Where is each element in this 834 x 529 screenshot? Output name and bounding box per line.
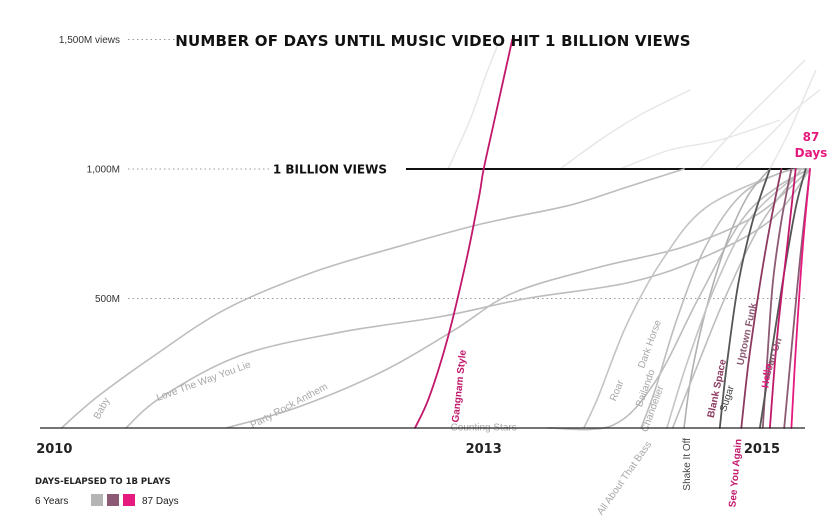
legend-end-label: 87 Days [142, 496, 179, 507]
series-lines [60, 38, 811, 431]
series-line-dark-horse [640, 168, 811, 429]
callout-value: 87 [803, 130, 820, 144]
legend-swatch-1 [107, 494, 119, 506]
legend-title: DAYS-ELAPSED TO 1B PLAYS [35, 477, 171, 487]
x-tick-label: 2015 [744, 442, 780, 457]
faded-line-0 [447, 39, 501, 170]
faded-line-5 [559, 89, 691, 170]
legend-start-label: 6 Years [35, 496, 68, 507]
series-label-dark-horse: Dark Horse [636, 318, 664, 370]
y-tick-label: 1,000M [87, 165, 120, 176]
series-label-party-rock-anthem: Party Rock Anthem [249, 381, 330, 431]
series-line-baby [60, 168, 685, 429]
y-tick-label: 500M [95, 294, 120, 305]
series-label-love-the-way-you-lie: Love The Way You Lie [155, 359, 253, 404]
series-label-roar: Roar [608, 378, 627, 403]
series-line-all-about-that-bass [683, 168, 771, 429]
chart-title: NUMBER OF DAYS UNTIL MUSIC VIDEO HIT 1 B… [175, 32, 690, 50]
one-billion-threshold: 1 BILLION VIEWS [273, 163, 805, 177]
legend-swatch-0 [91, 494, 103, 506]
series-label-see-you-again: See You Again [727, 438, 744, 507]
series-line-party-rock-anthem [225, 168, 811, 429]
series-label-gangnam-style: Gangnam Style [450, 349, 469, 423]
x-tick-label: 2010 [36, 442, 72, 457]
y-gridlines: 1,500M views 1,000M 500M [59, 35, 805, 305]
series-label-baby: Baby [92, 396, 112, 421]
series-line-see-you-again [769, 168, 797, 429]
y-tick-label: 1,500M views [59, 35, 120, 46]
days-callout: 87 Days [795, 130, 828, 160]
series-label-all-about-that-bass: All About That Bass [595, 440, 654, 518]
faded-line-3 [769, 69, 817, 170]
callout-unit: Days [795, 146, 828, 160]
series-line-hello [790, 168, 811, 429]
series-label-shake-it-off: Shake It Off [682, 438, 693, 491]
faded-line-4 [619, 119, 781, 170]
series-line-love-the-way-you-lie [125, 168, 811, 429]
series-line-blank-space [740, 168, 783, 429]
x-axis: 2010 2013 2015 [36, 427, 805, 457]
series-line-bailando [666, 168, 811, 429]
x-tick-label: 2013 [466, 442, 502, 457]
series-label-uptown-funk: Uptown Funk [735, 302, 759, 367]
legend-swatch-2 [123, 494, 135, 506]
faded-overshoot-lines [447, 39, 821, 170]
faded-line-1 [699, 59, 806, 170]
series-label-hello: Hello [760, 363, 774, 389]
series-line-gangnam-style [414, 38, 514, 429]
legend: DAYS-ELAPSED TO 1B PLAYS 6 Years 87 Days [35, 477, 179, 507]
faded-line-2 [734, 89, 821, 170]
series-line-shake-it-off [718, 168, 771, 429]
threshold-label: 1 BILLION VIEWS [273, 163, 387, 177]
